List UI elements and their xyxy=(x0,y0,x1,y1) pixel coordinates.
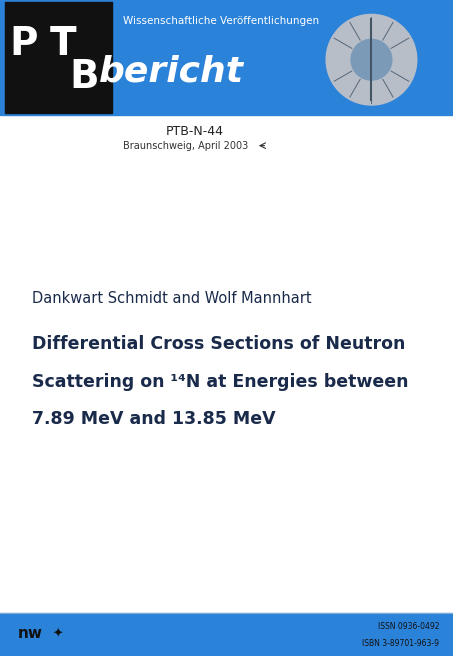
Text: Scattering on ¹⁴N at Energies between: Scattering on ¹⁴N at Energies between xyxy=(32,373,408,391)
Text: Wissenschaftliche Veröffentlichungen: Wissenschaftliche Veröffentlichungen xyxy=(123,16,319,26)
Text: ✦: ✦ xyxy=(52,627,63,640)
Text: bericht: bericht xyxy=(99,54,244,88)
Bar xyxy=(0,0,453,115)
Text: PTB-N-44: PTB-N-44 xyxy=(166,125,224,138)
Text: Differential Cross Sections of Neutron: Differential Cross Sections of Neutron xyxy=(32,335,405,354)
Text: Dankwart Schmidt and Wolf Mannhart: Dankwart Schmidt and Wolf Mannhart xyxy=(32,291,311,306)
Text: Braunschweig, April 2003: Braunschweig, April 2003 xyxy=(123,140,248,151)
Text: B: B xyxy=(69,58,99,96)
Text: ISSN 0936-0492: ISSN 0936-0492 xyxy=(378,622,439,630)
Text: P: P xyxy=(9,25,38,63)
Text: nw: nw xyxy=(18,626,43,642)
Text: 7.89 MeV and 13.85 MeV: 7.89 MeV and 13.85 MeV xyxy=(32,410,275,428)
Bar xyxy=(0,613,453,656)
Ellipse shape xyxy=(351,39,392,80)
Bar xyxy=(5,2,112,113)
Text: ISBN 3-89701-963-9: ISBN 3-89701-963-9 xyxy=(362,639,439,647)
Text: T: T xyxy=(50,25,77,63)
Ellipse shape xyxy=(326,14,417,105)
